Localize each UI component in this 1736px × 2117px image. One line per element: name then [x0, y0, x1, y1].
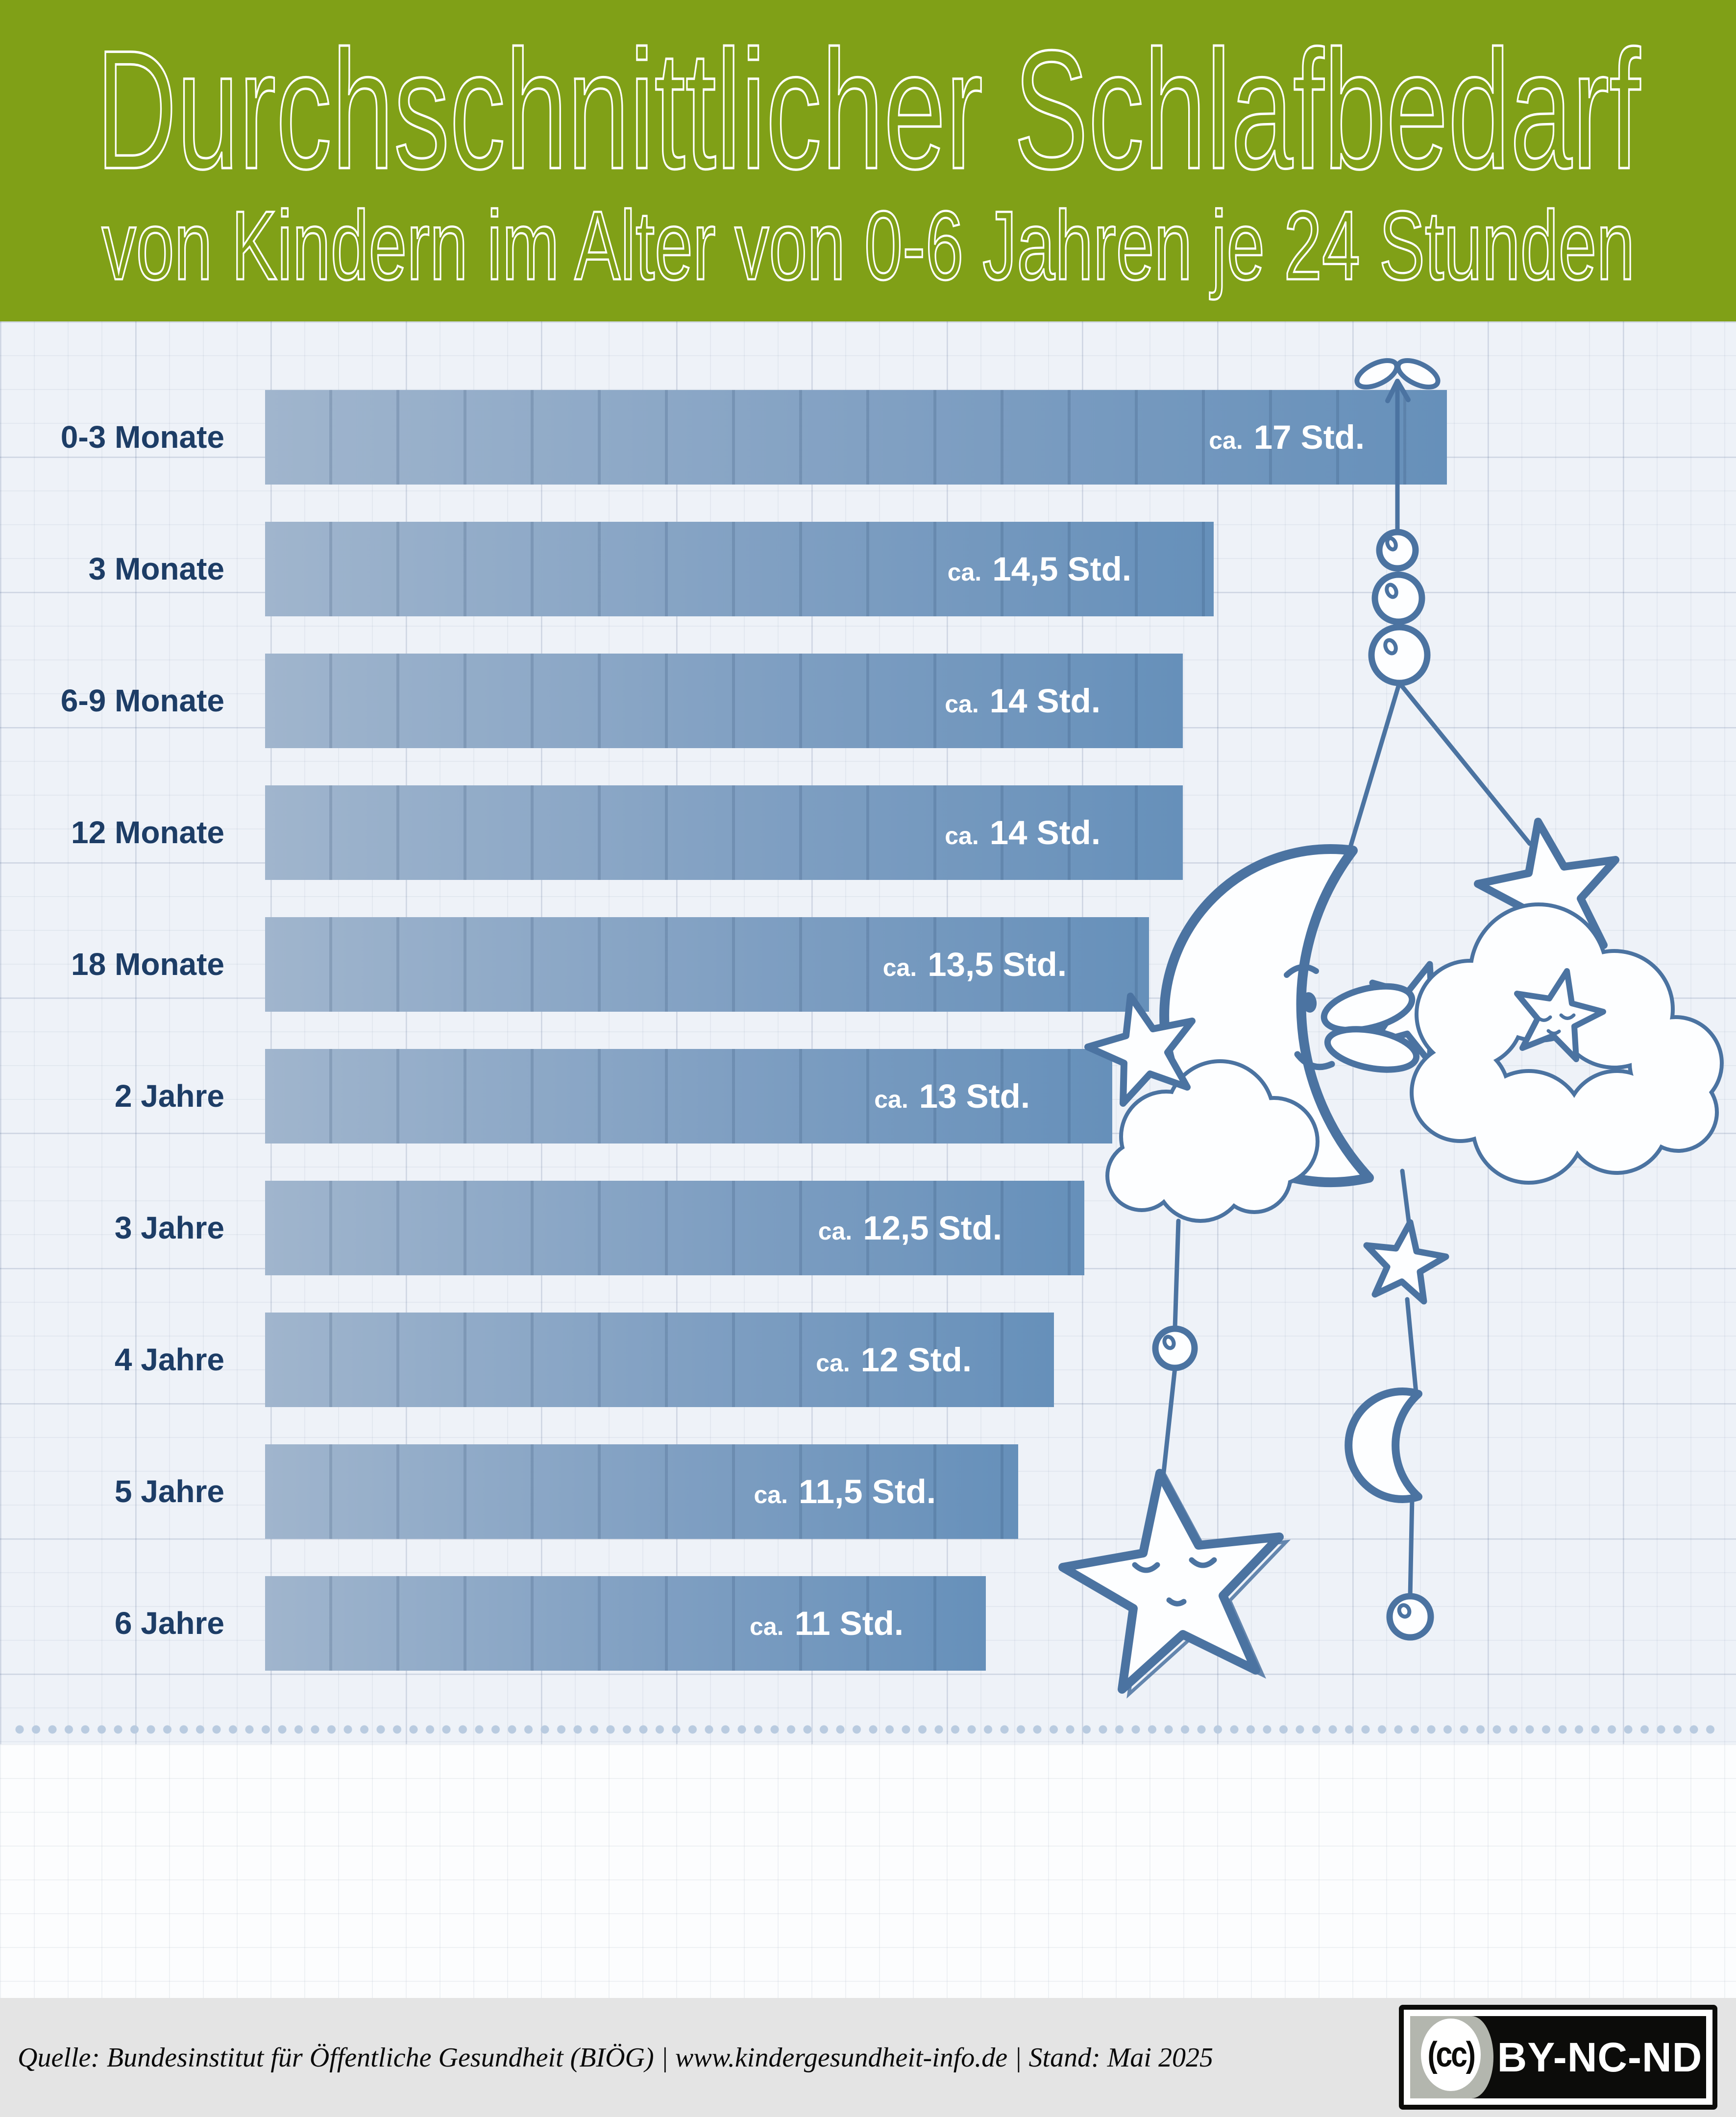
bar: ca. 14,5 Std.: [265, 522, 1214, 616]
bar-row: 2 Jahre ca. 13 Std.: [0, 1049, 1736, 1144]
value-label: ca. 17 Std.: [1209, 418, 1365, 456]
bar: ca. 13 Std.: [265, 1049, 1112, 1144]
bar: ca. 12 Std.: [265, 1313, 1054, 1407]
category-label: 3 Monate: [88, 551, 224, 586]
bar-row: 6 Jahre ca. 11 Std.: [0, 1576, 1736, 1671]
value-label: ca. 14,5 Std.: [947, 550, 1131, 588]
category-label: 4 Jahre: [114, 1342, 224, 1377]
category-label: 12 Monate: [71, 815, 224, 850]
bar-row: 12 Monate ca. 14 Std.: [0, 785, 1736, 880]
value-label: ca. 11 Std.: [750, 1605, 904, 1642]
bar-row: 5 Jahre ca. 11,5 Std.: [0, 1444, 1736, 1539]
cc-icon: (cc): [1421, 2019, 1481, 2091]
bar: ca. 13,5 Std.: [265, 917, 1149, 1012]
note-section: Gut zu wissen: Auch in Sachen Schlaf sin…: [0, 1744, 1736, 1998]
dotted-separator: [14, 1724, 1722, 1735]
page-title: Durchschnittlicher Schlafbedarf: [95, 16, 1641, 204]
value-label: ca. 12 Std.: [816, 1341, 972, 1379]
bar: ca. 17 Std.: [265, 390, 1447, 485]
footer: Quelle: Bundesinstitut für Öffentliche G…: [0, 1998, 1736, 2117]
page-subtitle: von Kindern im Alter von 0-6 Jahren je 2…: [101, 191, 1636, 300]
bar: ca. 14 Std.: [265, 785, 1183, 880]
category-label: 5 Jahre: [114, 1474, 224, 1509]
category-label: 3 Jahre: [114, 1210, 224, 1245]
bar: ca. 11,5 Std.: [265, 1444, 1018, 1539]
bar-row: 3 Monate ca. 14,5 Std.: [0, 522, 1736, 616]
cc-logo-segment: (cc): [1410, 2016, 1493, 2098]
value-label: ca. 13 Std.: [874, 1077, 1030, 1115]
cc-license-label: BY-NC-ND: [1497, 2034, 1703, 2080]
sleep-bar-chart: 0-3 Monate ca. 17 Std. 3 Monate ca. 14,5 Std.…: [0, 321, 1736, 1744]
category-label: 6-9 Monate: [60, 683, 224, 718]
bar: ca. 11 Std.: [265, 1576, 986, 1671]
bar-row: 4 Jahre ca. 12 Std.: [0, 1313, 1736, 1407]
cc-license-badge: (cc) BY-NC-ND: [1399, 2005, 1717, 2110]
bar: ca. 14 Std.: [265, 654, 1183, 748]
category-label: 2 Jahre: [114, 1078, 224, 1114]
bar-row: 3 Jahre ca. 12,5 Std.: [0, 1181, 1736, 1275]
bar-row: 6-9 Monate ca. 14 Std.: [0, 654, 1736, 748]
source-text: Quelle: Bundesinstitut für Öffentliche G…: [18, 2042, 1213, 2073]
category-label: 0-3 Monate: [60, 419, 224, 455]
bar-row: 18 Monate ca. 13,5 Std.: [0, 917, 1736, 1012]
value-label: ca. 12,5 Std.: [818, 1209, 1002, 1247]
category-label: 18 Monate: [71, 947, 224, 982]
value-label: ca. 14 Std.: [945, 682, 1100, 720]
category-label: 6 Jahre: [114, 1606, 224, 1641]
value-label: ca. 14 Std.: [945, 814, 1100, 852]
header: Durchschnittlicher Schlafbedarf von Kind…: [0, 0, 1736, 321]
bar-row: 0-3 Monate ca. 17 Std.: [0, 390, 1736, 485]
value-label: ca. 11,5 Std.: [754, 1473, 936, 1510]
value-label: ca. 13,5 Std.: [882, 946, 1067, 983]
bar: ca. 12,5 Std.: [265, 1181, 1084, 1275]
